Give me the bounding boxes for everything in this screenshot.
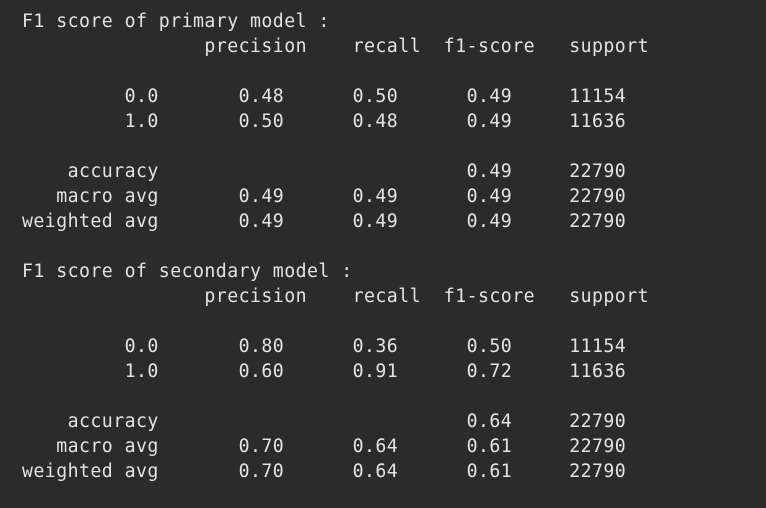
primary-row-macro-avg: macro avg 0.49 0.49 0.49 22790	[22, 186, 627, 207]
secondary-column-headers: precision recall f1-score support	[22, 286, 649, 307]
primary-row-weighted-avg: weighted avg 0.49 0.49 0.49 22790	[22, 211, 627, 232]
primary-heading: F1 score of primary model :	[22, 11, 330, 32]
primary-row-accuracy: accuracy 0.49 22790	[22, 161, 627, 182]
primary-row-class-0: 0.0 0.48 0.50 0.49 11154	[22, 86, 627, 107]
secondary-row-class-0: 0.0 0.80 0.36 0.50 11154	[22, 336, 627, 357]
secondary-row-accuracy: accuracy 0.64 22790	[22, 411, 627, 432]
secondary-row-class-1: 1.0 0.60 0.91 0.72 11636	[22, 361, 627, 382]
secondary-row-macro-avg: macro avg 0.70 0.64 0.61 22790	[22, 436, 627, 457]
primary-row-class-1: 1.0 0.50 0.48 0.49 11636	[22, 111, 627, 132]
secondary-heading: F1 score of secondary model :	[22, 261, 353, 282]
primary-column-headers: precision recall f1-score support	[22, 36, 649, 57]
secondary-row-weighted-avg: weighted avg 0.70 0.64 0.61 22790	[22, 461, 627, 482]
